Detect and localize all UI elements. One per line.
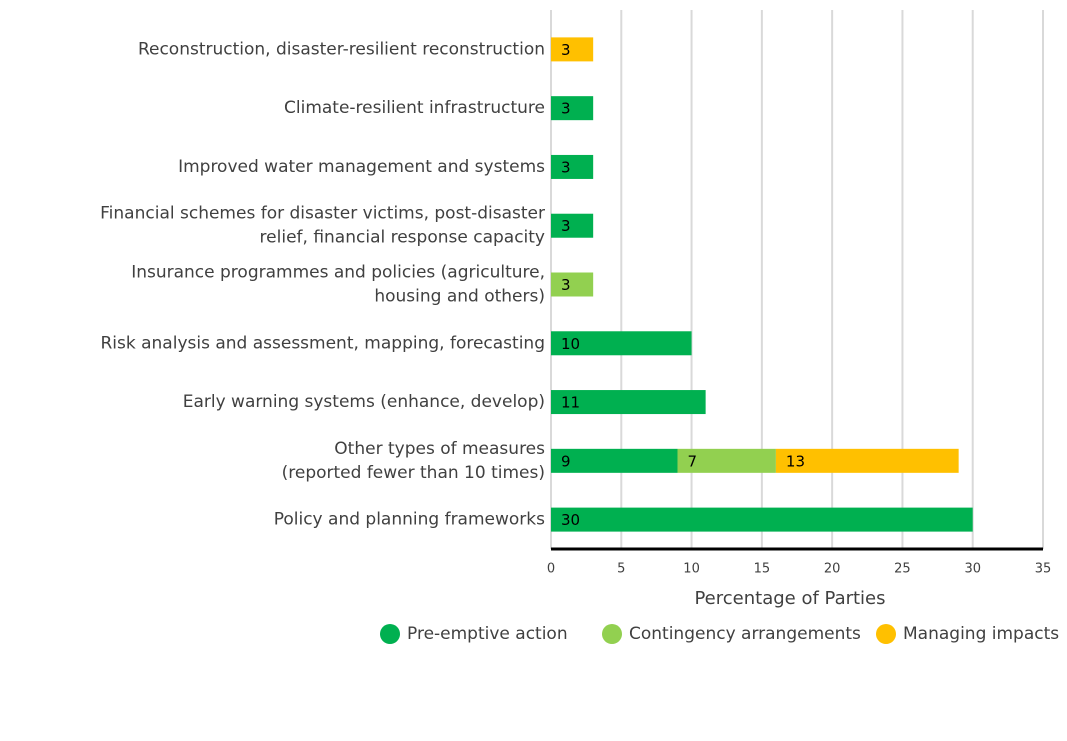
y-tick-label: Policy and planning frameworks: [274, 510, 545, 530]
data-label: 11: [561, 394, 580, 412]
bar-segment: [551, 507, 973, 532]
y-tick-label: Insurance programmes and policies (agric…: [131, 263, 545, 283]
legend-swatch: [602, 624, 622, 644]
x-tick-label: 10: [683, 562, 700, 577]
data-label: 10: [561, 335, 580, 353]
data-label: 9: [561, 452, 571, 470]
bar-segment: [551, 213, 594, 238]
x-tick-label: 25: [894, 562, 911, 577]
data-label: 30: [561, 511, 580, 529]
bar-segment: [551, 448, 678, 473]
y-tick-label: relief, financial response capacity: [260, 228, 545, 248]
data-label: 7: [688, 452, 698, 470]
bar-segment: [551, 390, 706, 415]
bar-segment: [551, 37, 594, 62]
legend-label: Managing impacts: [903, 624, 1059, 644]
data-label: 3: [561, 158, 571, 176]
y-tick-label: Risk analysis and assessment, mapping, f…: [100, 333, 545, 353]
x-tick-label: 20: [824, 562, 841, 577]
legend-label: Pre-emptive action: [407, 624, 568, 644]
data-label: 3: [561, 217, 571, 235]
bar-segment: [677, 448, 776, 473]
x-tick-label: 30: [964, 562, 981, 577]
x-tick-label: 15: [754, 562, 771, 577]
x-axis-title: Percentage of Parties: [694, 588, 885, 609]
bar-segment: [551, 272, 594, 297]
data-label: 3: [561, 276, 571, 294]
x-tick-label: 35: [1035, 562, 1052, 577]
y-tick-label: Other types of measures: [334, 439, 545, 459]
y-tick-label: Early warning systems (enhance, develop): [183, 392, 545, 412]
bar-segment: [551, 154, 594, 179]
y-tick-label: Climate-resilient infrastructure: [284, 98, 545, 118]
legend-swatch: [876, 624, 896, 644]
data-label: 3: [561, 100, 571, 118]
data-label: 3: [561, 41, 571, 59]
y-tick-label: Reconstruction, disaster-resilient recon…: [138, 39, 545, 59]
y-tick-label: Financial schemes for disaster victims, …: [100, 204, 545, 224]
bar-segment: [775, 448, 959, 473]
y-tick-label: Improved water management and systems: [178, 157, 545, 177]
x-tick-label: 0: [547, 562, 555, 577]
data-label: 13: [786, 452, 805, 470]
bar-segment: [551, 96, 594, 121]
bar-segment: [551, 331, 692, 356]
x-tick-label: 5: [617, 562, 625, 577]
legend-swatch: [380, 624, 400, 644]
y-tick-label: housing and others): [374, 287, 545, 307]
legend-label: Contingency arrangements: [629, 624, 861, 644]
y-tick-label: (reported fewer than 10 times): [282, 463, 545, 483]
